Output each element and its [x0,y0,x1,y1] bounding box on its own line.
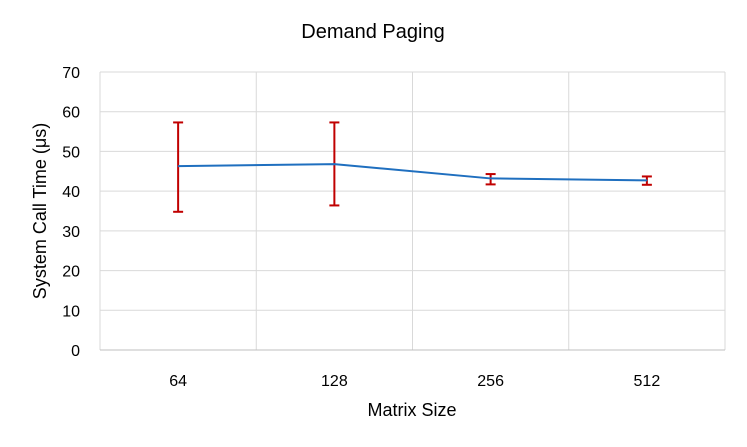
series-line [178,163,647,182]
y-tick-label: 10 [62,303,80,320]
chart-title: Demand Paging [301,21,444,43]
x-tick-label: 512 [634,373,661,390]
y-tick-label: 0 [71,343,80,360]
x-tick-label: 64 [169,373,187,390]
data-point [177,165,179,167]
y-axis-label: System Call Time (μs) [30,123,50,299]
data-point [490,177,492,179]
x-tick-label: 128 [321,373,348,390]
x-tick-label: 256 [477,373,504,390]
y-tick-label: 20 [62,264,80,281]
x-tick-labels: 64 128 256 512 [169,373,660,390]
y-tick-label: 60 [62,105,80,122]
data-point [333,163,335,165]
y-tick-label: 40 [62,184,80,201]
x-axis-label: Matrix Size [367,400,456,420]
data-point [646,179,648,181]
y-tick-label: 70 [62,65,80,82]
y-tick-label: 50 [62,144,80,161]
series-group [173,121,652,213]
y-tick-labels: 0 10 20 30 40 50 60 70 [62,65,80,360]
gridlines [99,71,726,350]
y-tick-label: 30 [62,224,80,241]
